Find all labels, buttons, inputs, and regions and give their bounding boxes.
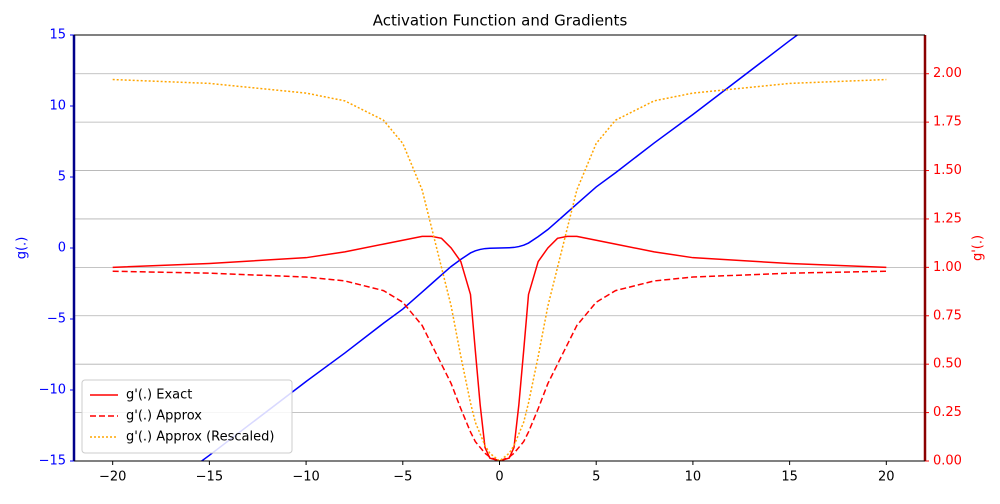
legend-label: g'(.) Approx	[126, 409, 202, 424]
data-line	[112, 78, 887, 461]
y2-tick-label: 0.00	[933, 454, 962, 469]
x-tick-label: 0	[495, 470, 503, 485]
x-tick-label: 5	[592, 470, 600, 485]
y2-tick-label: 1.00	[933, 260, 962, 275]
legend-box	[81, 379, 293, 454]
y2-tick-label: 0.75	[933, 308, 962, 323]
y2-tick-label: 1.75	[933, 115, 962, 130]
legend-label: g'(.) Approx (Rescaled)	[126, 430, 274, 445]
plot-area	[112, 35, 887, 461]
y-tick-label: −15	[39, 454, 66, 469]
x-tick-label: −20	[99, 470, 126, 485]
y2-tick-label: 1.50	[933, 163, 962, 178]
legend-label: g'(.) Exact	[126, 388, 192, 403]
data-line	[112, 235, 887, 461]
y-tick-label: −10	[39, 383, 66, 398]
y2-tick-label: 0.50	[933, 357, 962, 372]
x-tick-label: −10	[292, 470, 319, 485]
y-tick-label: −5	[47, 312, 66, 327]
y-tick-label: 5	[58, 170, 66, 185]
x-tick-label: 15	[781, 470, 798, 485]
y2-tick-label: 2.00	[933, 66, 962, 81]
y-tick-label: 0	[58, 241, 66, 256]
x-tick-label: −5	[393, 470, 412, 485]
data-line	[200, 35, 799, 461]
y-axis-label: g(.)	[15, 237, 30, 260]
y2-tick-label: 1.25	[933, 211, 962, 226]
y2-axis-label: g'(.)	[971, 235, 986, 261]
y-tick-label: 15	[49, 28, 66, 43]
x-tick-label: 10	[685, 470, 702, 485]
y-tick-label: 10	[49, 99, 66, 114]
x-tick-label: 20	[878, 470, 895, 485]
x-tick-label: −15	[196, 470, 223, 485]
y2-tick-label: 0.25	[933, 405, 962, 420]
chart-title: Activation Function and Gradients	[373, 12, 628, 30]
